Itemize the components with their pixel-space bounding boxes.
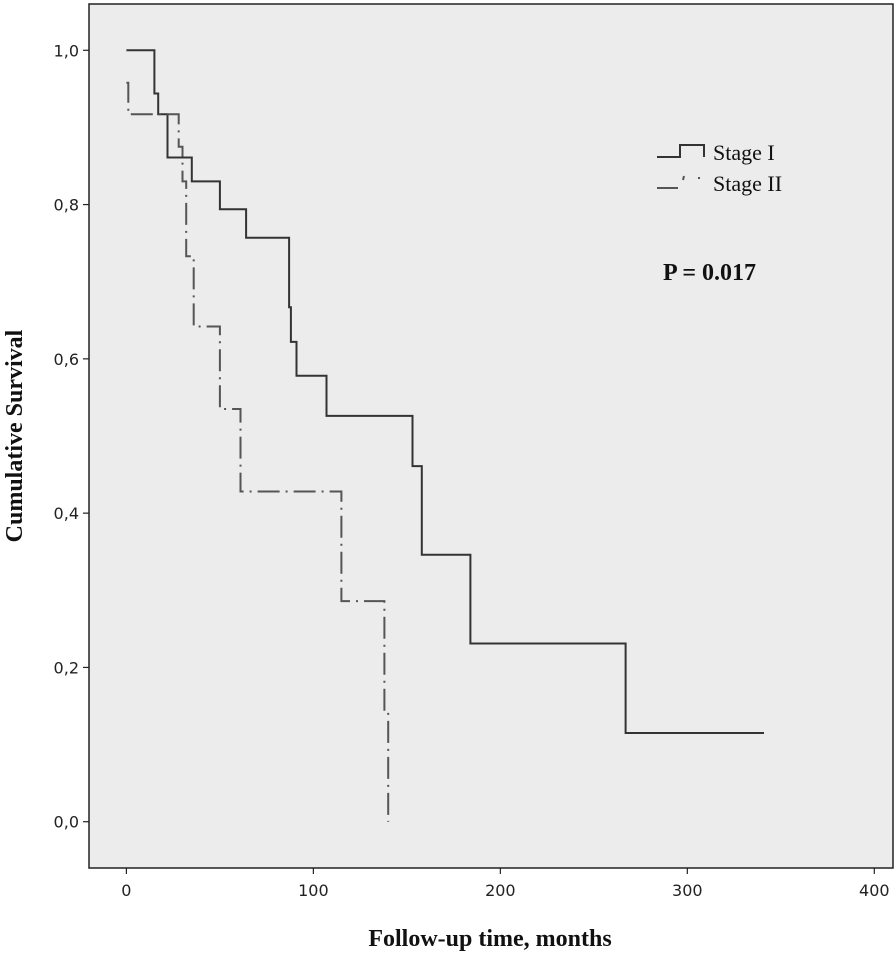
plot-area	[88, 3, 894, 869]
y-tick-label: 0,6	[54, 350, 79, 369]
legend-label-stage-ii: Stage II	[713, 171, 782, 196]
x-tick-label: 0	[121, 881, 131, 900]
y-tick-label: 0,8	[54, 196, 79, 215]
x-tick-label: 300	[672, 881, 703, 900]
x-axis-title: Follow-up time, months	[368, 926, 611, 952]
legend-swatch-stage-i	[657, 144, 705, 158]
p-value-annotation: P = 0.017	[663, 260, 756, 286]
y-tick-label: 0,4	[54, 504, 79, 523]
y-axis: 0,0 0,2 0,4 0,6 0,8 1,0	[54, 41, 89, 832]
x-axis: 0 100 200 300 400	[121, 868, 890, 900]
series-layer	[126, 49, 764, 822]
x-tick-label: 200	[485, 881, 516, 900]
y-tick-label: 0,2	[54, 658, 79, 677]
legend-label-stage-i: Stage I	[713, 140, 775, 165]
y-tick-label: 1,0	[54, 41, 79, 60]
x-tick-label: 100	[298, 881, 329, 900]
y-tick-label: 0,0	[54, 813, 79, 832]
x-tick-label: 400	[859, 881, 890, 900]
series-line-stage-ii	[126, 81, 390, 822]
legend-swatch-stage-ii	[657, 175, 700, 189]
legend: Stage I Stage II	[657, 140, 782, 196]
y-axis-title: Cumulative Survival	[2, 329, 28, 542]
